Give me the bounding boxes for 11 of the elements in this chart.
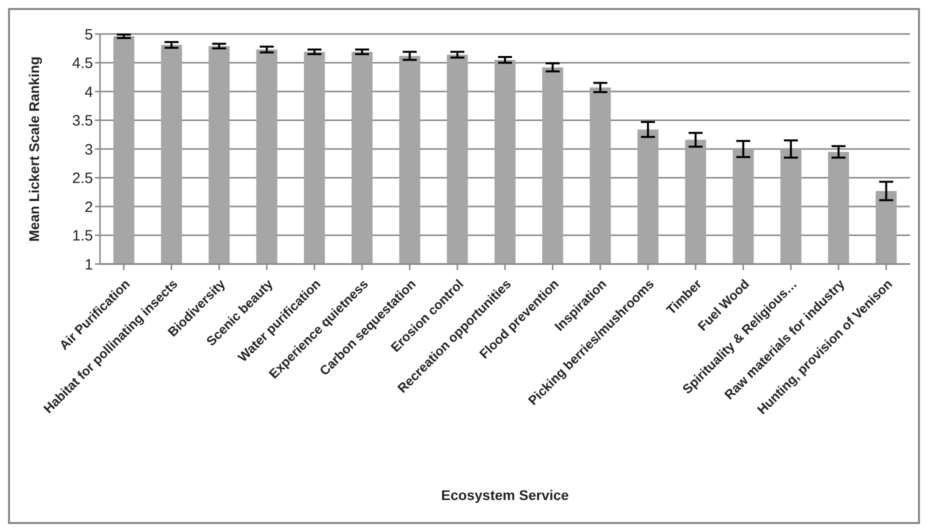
x-axis-title: Ecosystem Service <box>441 487 570 503</box>
y-axis-title: Mean Lickert Scale Ranking <box>26 56 42 242</box>
y-tick-label: 2.5 <box>72 170 93 188</box>
y-tick-label: 4 <box>84 84 93 101</box>
y-tick-label: 2 <box>84 198 93 216</box>
y-tick-label: 1.5 <box>72 228 93 245</box>
y-tick-label: 4.5 <box>72 55 93 72</box>
y-tick-label: 5 <box>84 26 93 44</box>
y-tick-label: 3.5 <box>72 112 93 130</box>
y-tick-label: 3 <box>84 141 93 158</box>
y-tick-label: 1 <box>84 256 93 274</box>
